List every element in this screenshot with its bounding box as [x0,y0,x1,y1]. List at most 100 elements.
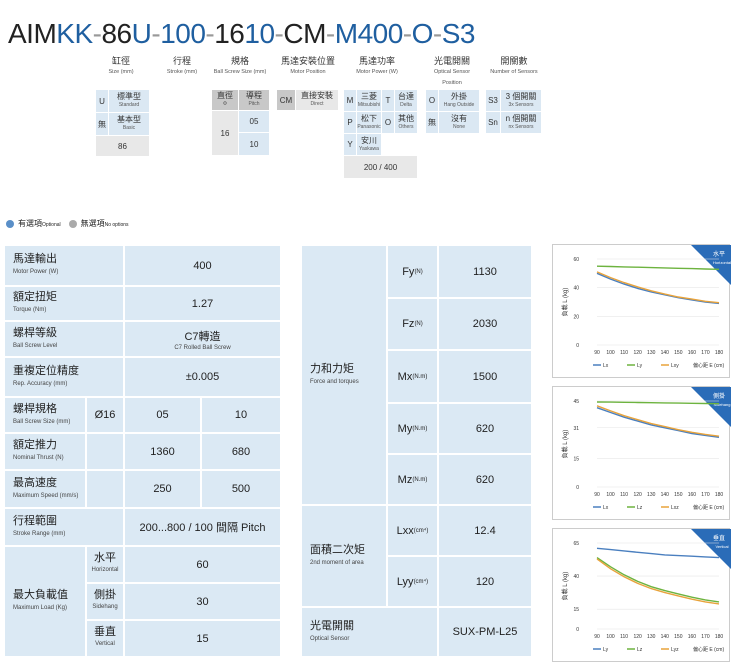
legend-label: Ly [637,363,643,369]
lxx-value: 12.4 [474,524,496,537]
x-axis-label: 偏心距 E (cm) [693,362,724,369]
fy-value: 1130 [473,265,497,278]
x-tick-label: 130 [647,634,656,640]
badge-label-en: Vertical [715,544,728,549]
x-tick-label: 110 [620,492,628,498]
model-code-part: - [205,18,215,49]
model-code-part: - [325,18,335,49]
lyy-value: 120 [475,575,495,588]
y-tick-label: 31 [573,426,579,432]
x-tick-label: 170 [701,492,710,498]
options-legend: 有選項Optional 無選項No options [6,218,129,229]
y-axis-label: 負載 L (kg) [561,288,569,317]
y-tick-label: 15 [573,456,579,462]
x-tick-label: 120 [633,492,642,498]
screw-diameter: 16 [212,111,238,155]
sensors-nx: n 個開關 nx Sensors [501,112,541,133]
chart-vertical-svg: 垂直 Vertical 0 15 40 65 負載 L (kg) 90 100 110 120 130… [561,529,731,653]
series-line-lx [596,272,720,305]
x-tick-label: 160 [688,492,697,498]
x-tick-label: 110 [620,634,628,640]
legend-label: Lx [603,363,609,369]
x-tick-label: 160 [688,634,697,640]
spec-screw-level-label: 螺桿等級 Ball Screw Level [13,326,58,349]
y-tick-label: 65 [573,541,579,547]
lxx-label: Lxx (cm⁴) [396,524,429,537]
motor-code-m: M [344,90,356,111]
legend-label: Lxy [671,363,679,369]
no-option-dot-icon [68,219,77,228]
spec-motor-power-value: 400 [193,259,212,272]
y-axis-label: 負載 L (kg) [561,572,569,601]
label-stroke: 行程 Stroke (mm) [166,56,198,75]
x-axis-label: 偏心距 E (cm) [693,646,724,653]
mx-value: 1500 [472,370,498,383]
spec-speed-10: 500 [231,483,251,495]
x-tick-label: 120 [633,634,642,640]
x-tick-label: 170 [701,634,710,640]
y-tick-label: 60 [573,257,579,263]
option-standard: 標準型 Standard [109,90,149,112]
x-tick-label: 130 [647,350,656,356]
sensors-code-s3: S3 [486,90,500,111]
x-tick-label: 140 [661,492,670,498]
badge-label: 垂直 [713,534,725,542]
badge-label-en: Horizontal [713,260,731,265]
motor-delta: 台達 Delta [395,90,417,111]
moment-area-label: 面積二次矩 2nd moment of area [310,543,365,566]
motor-others: 其他 Others [395,112,417,133]
fz-value: 2030 [472,318,498,330]
mz-label: Mz (N.m) [397,473,428,486]
badge-label: 水平 [713,250,725,258]
x-tick-label: 90 [594,350,600,356]
series-line-lyz [596,558,720,605]
model-code-part: - [432,18,442,49]
x-axis-label: 偏心距 E (cm) [693,504,724,511]
legend-optional: 有選項Optional [18,219,61,228]
y-tick-label: 45 [573,399,579,405]
load-horizontal-label: 水平 Horizontal [91,552,119,574]
spec-table-left [5,246,280,656]
motor-code-o: O [382,112,394,133]
lyy-label: Lyy (cm⁴) [396,575,429,588]
motor-power-value: 200 / 400 [344,156,417,178]
x-tick-label: 120 [633,350,642,356]
mz-value: 620 [475,473,495,486]
model-code-part: - [274,18,284,49]
spec-screw-diameter: Ø16 [94,409,116,421]
mx-label: Mx (N.m) [397,370,428,383]
x-tick-label: 100 [606,350,615,356]
label-motor-power: 馬達功率 Motor Power (W) [356,56,398,75]
my-value: 620 [475,422,495,435]
x-tick-label: 150 [674,492,683,498]
load-vertical-label: 垂直 Vertical [94,626,116,648]
spec-screw-pitch-05: 05 [156,409,169,421]
screw-header-diameter: 直徑 Φ [212,90,238,110]
x-tick-label: 130 [647,492,656,498]
y-tick-label: 15 [573,607,579,613]
fz-label: Fz (N) [402,318,423,330]
legend-label: Lz [637,647,643,653]
chart-sidehang-svg: 側掛 Sidehang 0 15 31 45 負載 L (kg) 90 100 110 120 130… [561,387,731,511]
label-num-sensors: 開關數 Number of Sensors [490,56,538,75]
sensor-hang-outside: 外掛 Hang Outside [439,90,479,111]
chart-sidehang: 側掛 Sidehang 0 15 31 45 負載 L (kg) 90 100 110 120 130… [552,386,731,520]
y-tick-label: 0 [576,627,579,633]
badge-corner [691,529,731,569]
legend-label: Lyz [671,647,679,653]
badge-corner [691,245,731,285]
model-code-part: - [402,18,412,49]
legend-label: Lx [603,505,609,511]
x-tick-label: 90 [594,492,600,498]
spec-thrust-05: 1360 [150,445,175,458]
x-tick-label: 140 [661,634,670,640]
series-line-lz [596,557,720,603]
x-tick-label: 100 [606,492,615,498]
motor-panasonic: 松下 Panasonic [357,112,381,133]
sensor-none: 沒有 None [439,112,479,133]
y-tick-label: 0 [576,485,579,491]
x-tick-label: 150 [674,634,683,640]
spec-speed-05: 250 [153,483,172,495]
motor-code-p: P [344,112,356,133]
spec-thrust-10: 680 [231,445,251,458]
